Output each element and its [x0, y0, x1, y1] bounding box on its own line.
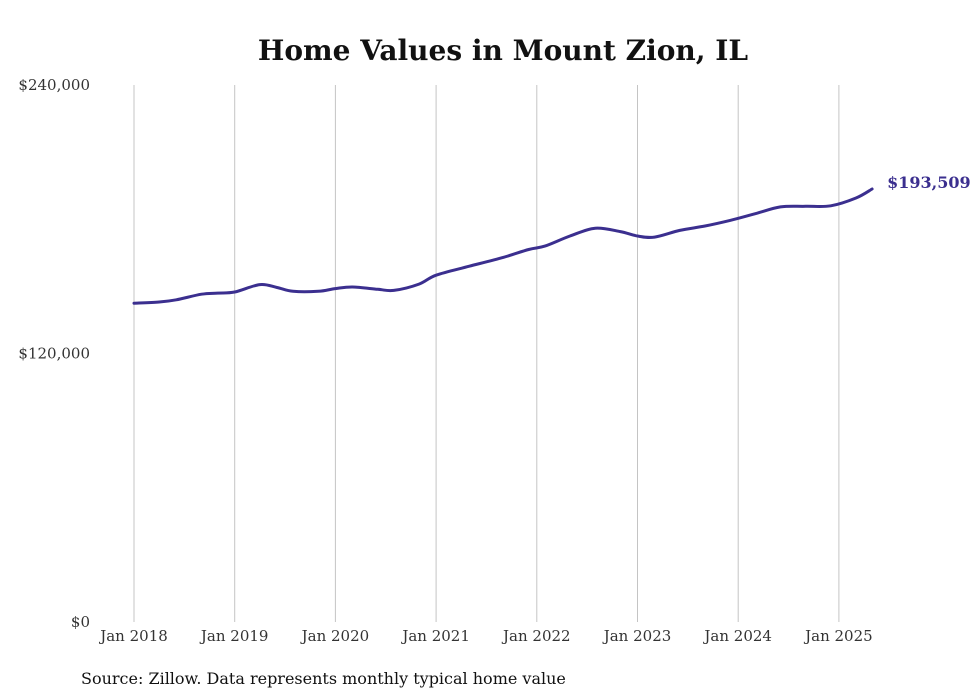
end-value-label: $193,509 — [887, 173, 971, 192]
x-tick-label: Jan 2019 — [199, 627, 269, 645]
x-tick-label: Jan 2018 — [98, 627, 168, 645]
y-tick-label: $0 — [71, 613, 90, 631]
source-note: Source: Zillow. Data represents monthly … — [81, 669, 566, 688]
x-tick-label: Jan 2020 — [300, 627, 370, 645]
x-tick-label: Jan 2024 — [702, 627, 772, 645]
x-tick-label: Jan 2021 — [400, 627, 470, 645]
y-axis-ticks: $0 $120,000 $240,000 — [18, 76, 90, 631]
x-tick-label: Jan 2023 — [602, 627, 672, 645]
y-tick-label: $240,000 — [18, 76, 90, 94]
series-line-home-value — [132, 187, 874, 305]
gridlines — [133, 85, 840, 622]
x-tick-label: Jan 2022 — [501, 627, 571, 645]
chart-title: Home Values in Mount Zion, IL — [258, 34, 748, 67]
y-tick-label: $120,000 — [18, 345, 90, 363]
x-tick-label: Jan 2025 — [803, 627, 873, 645]
x-axis-ticks: Jan 2018 Jan 2019 Jan 2020 Jan 2021 Jan 2022… — [98, 627, 872, 645]
